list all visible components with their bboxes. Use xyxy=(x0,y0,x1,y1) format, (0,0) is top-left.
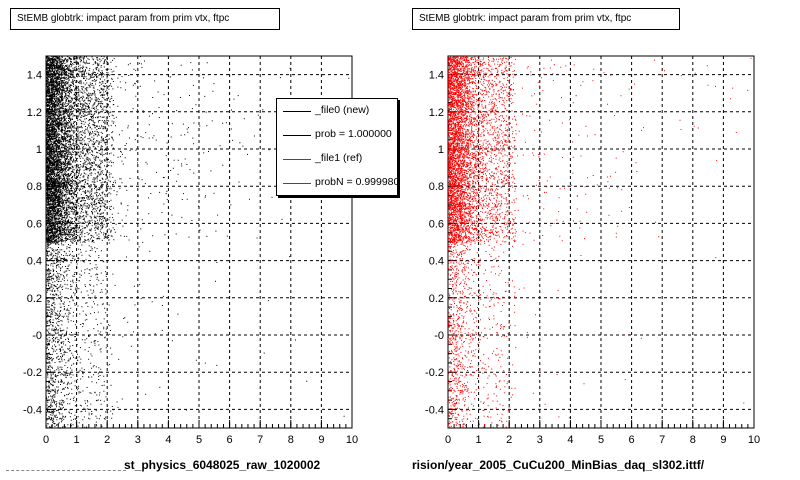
x-tick-label: 3 xyxy=(135,434,141,446)
right-x-axis-label: rision/year_2005_CuCu200_MinBias_daq_sl3… xyxy=(412,458,705,472)
x-tick-label: 6 xyxy=(629,434,635,446)
y-tick-label: -0.2 xyxy=(425,367,444,379)
y-tick-label: -0.4 xyxy=(425,404,444,416)
legend-line-file0 xyxy=(283,111,311,112)
plot-1: 0 1 2 3 4 5 6 7 8 9 10 -0.4 -0.2 -0 0.2 0.4 0.6 0.8 1 1.2 1.… xyxy=(425,55,760,446)
y-tick-label: 1.4 xyxy=(429,70,444,82)
x-tick-label: 8 xyxy=(690,434,696,446)
x-tick-label: 1 xyxy=(74,434,80,446)
legend-entry-file0: _file0 (new) xyxy=(277,101,397,121)
x-tick-label: 7 xyxy=(659,434,665,446)
y-tick-label: 0.8 xyxy=(27,181,42,193)
x-tick-label: 2 xyxy=(506,434,512,446)
x-tick-label: 4 xyxy=(165,434,171,446)
legend-entry-prob: prob = 1.000000 xyxy=(277,125,397,145)
y-tick-label: 1.2 xyxy=(27,107,42,119)
x-tick-label: 0 xyxy=(43,434,49,446)
y-tick-label: 0.6 xyxy=(429,218,444,230)
x-tick-label: 5 xyxy=(196,434,202,446)
y-tick-label: 1 xyxy=(438,144,444,156)
y-tick-label: -0 xyxy=(32,330,42,342)
y-tick-label: 0.2 xyxy=(429,293,444,305)
legend-label-file1: _file1 (ref) xyxy=(315,152,363,164)
legend: _file0 (new) prob = 1.000000 _file1 (ref… xyxy=(276,98,398,196)
x-tick-label: 9 xyxy=(720,434,726,446)
x-tick-label: 1 xyxy=(476,434,482,446)
right-plot-title: StEMB globtrk: impact param from prim vt… xyxy=(412,8,680,30)
x-tick-label: 9 xyxy=(318,434,324,446)
x-tick-label: 10 xyxy=(748,434,760,446)
legend-entry-probn: probN = 0.999980 xyxy=(277,173,398,193)
x-tick-label: 4 xyxy=(567,434,573,446)
x-tick-label: 2 xyxy=(104,434,110,446)
legend-line-file1 xyxy=(283,159,311,160)
legend-line-prob xyxy=(283,135,311,136)
y-tick-label: 0.8 xyxy=(429,181,444,193)
y-tick-label: 1.4 xyxy=(27,70,42,82)
y-tick-label: 1 xyxy=(36,144,42,156)
x-tick-label: 8 xyxy=(288,434,294,446)
y-tick-label: -0.4 xyxy=(23,404,42,416)
left-plot-title: StEMB globtrk: impact param from prim vt… xyxy=(10,8,280,30)
x-tick-label: 5 xyxy=(598,434,604,446)
footer-decoration xyxy=(6,470,126,475)
legend-label-file0: _file0 (new) xyxy=(315,104,370,116)
y-tick-label: 0.4 xyxy=(429,256,444,268)
y-tick-label: -0 xyxy=(434,330,444,342)
y-tick-label: 0.4 xyxy=(27,256,42,268)
legend-label-prob: prob = 1.000000 xyxy=(315,128,392,140)
x-tick-label: 10 xyxy=(346,434,358,446)
y-tick-label: 0.2 xyxy=(27,293,42,305)
y-tick-label: -0.2 xyxy=(23,367,42,379)
y-tick-label: 0.6 xyxy=(27,218,42,230)
x-tick-label: 7 xyxy=(257,434,263,446)
y-tick-label: 1.2 xyxy=(429,107,444,119)
x-tick-label: 3 xyxy=(537,434,543,446)
left-x-axis-label: st_physics_6048025_raw_1020002 xyxy=(124,458,321,472)
legend-line-probn xyxy=(283,183,311,184)
x-tick-label: 6 xyxy=(227,434,233,446)
legend-label-probn: probN = 0.999980 xyxy=(315,176,398,188)
x-tick-label: 0 xyxy=(445,434,451,446)
legend-entry-file1: _file1 (ref) xyxy=(277,149,397,169)
